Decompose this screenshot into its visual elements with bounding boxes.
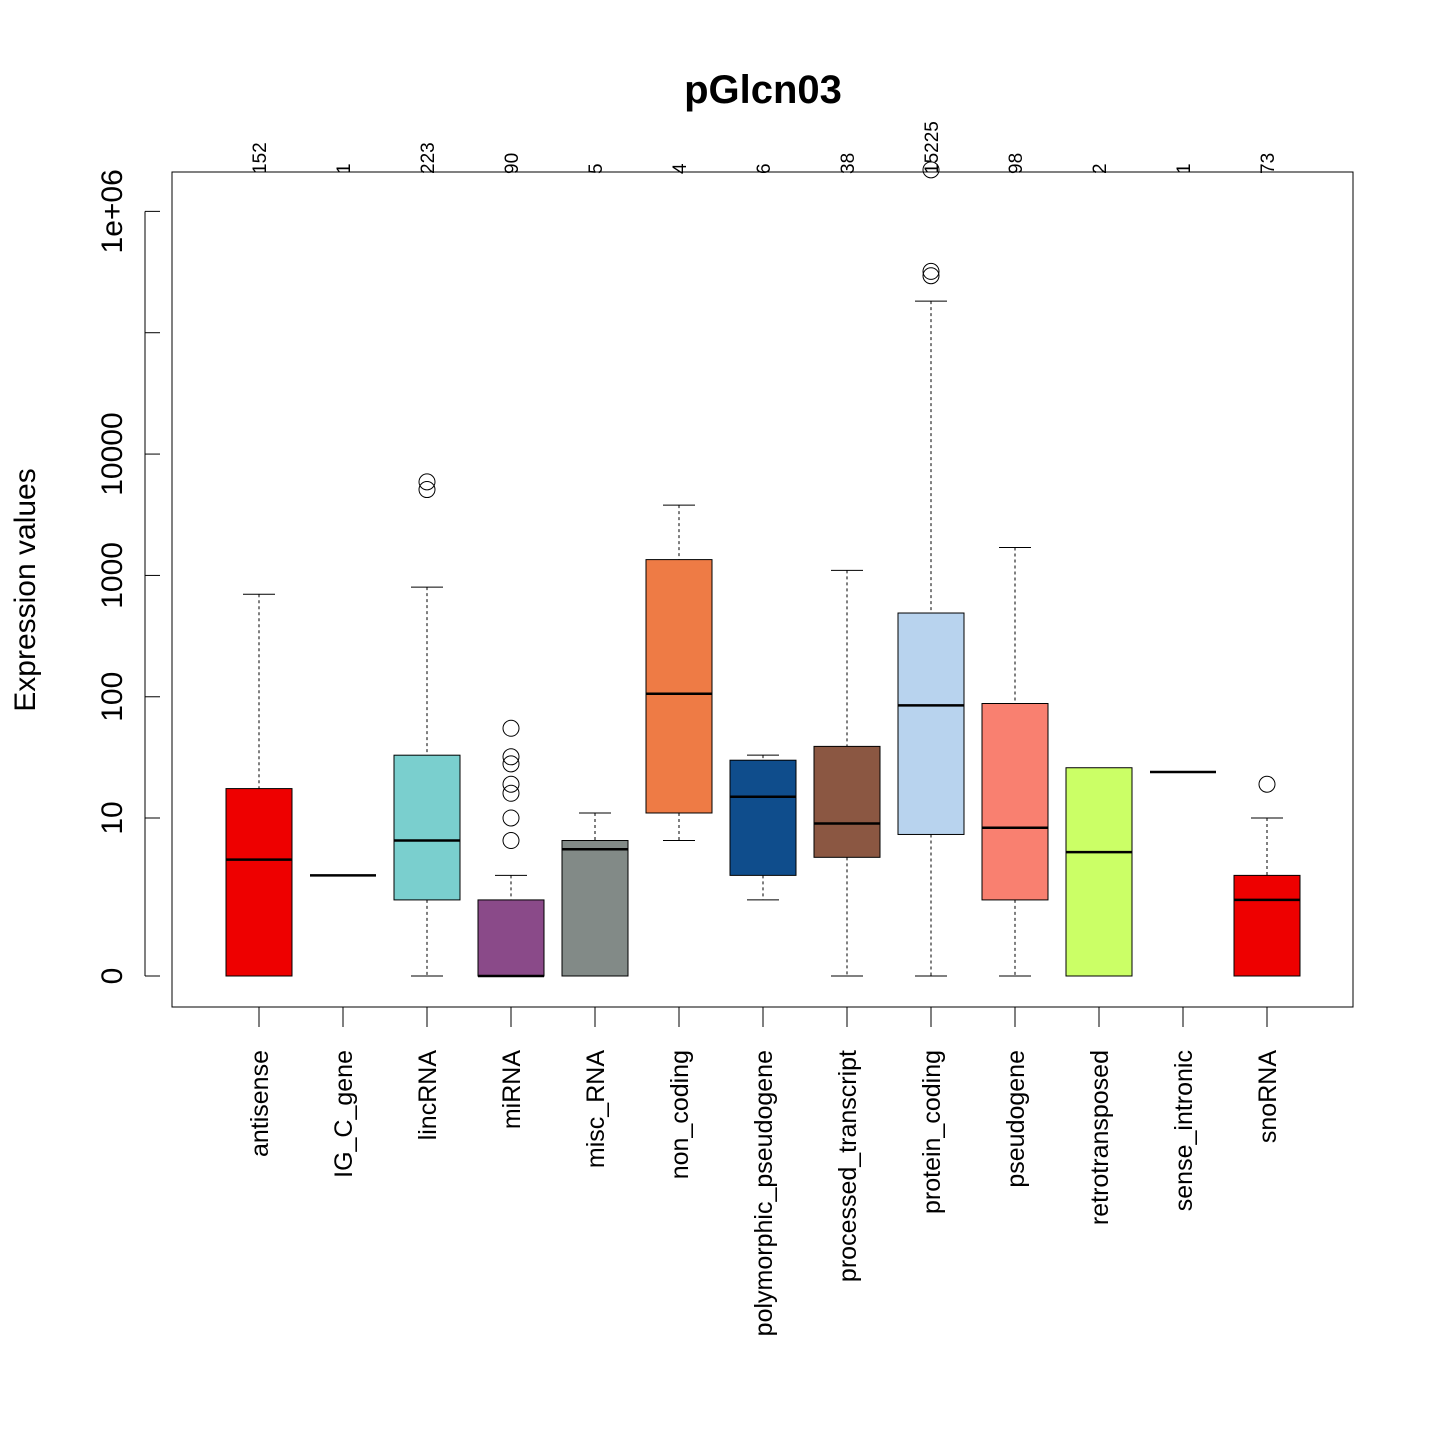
- outlier-point: [502, 755, 520, 773]
- count-label: 38: [838, 153, 859, 174]
- box-iqr: [897, 612, 965, 835]
- outlier-point: [418, 481, 436, 499]
- count-label: 152: [250, 142, 271, 174]
- x-tick-label: snoRNA: [1254, 1050, 1282, 1143]
- box-iqr: [225, 788, 293, 977]
- y-axis-label: Expression values: [9, 468, 42, 711]
- x-tick-label: miRNA: [498, 1050, 526, 1129]
- box-iqr: [1065, 767, 1133, 977]
- box-polymorphic_pseudogene: [729, 754, 797, 901]
- count-label: 223: [418, 142, 439, 174]
- box-iqr: [729, 759, 797, 876]
- box-miRNA: [477, 719, 545, 978]
- box-retrotransposed: [1065, 767, 1133, 977]
- outlier-point: [502, 748, 520, 766]
- x-tick-label: processed_transcript: [834, 1050, 862, 1282]
- y-tick-label: 1e+06: [96, 169, 129, 253]
- count-label: 1: [334, 163, 355, 174]
- count-label: 2: [1090, 163, 1111, 174]
- count-label: 73: [1258, 153, 1279, 174]
- outlier-point: [502, 784, 520, 802]
- x-axis: antisense IG_C_gene lincRNA miRNA misc_RNA no…: [246, 1006, 1282, 1336]
- outlier-point: [1258, 775, 1276, 793]
- x-tick-label: misc_RNA: [582, 1050, 610, 1168]
- chart-title: pGlcn03: [684, 68, 842, 112]
- box-lincRNA: [393, 473, 461, 977]
- outlier-point: [502, 832, 520, 850]
- x-tick-label: protein_coding: [918, 1050, 946, 1214]
- outlier-point: [922, 161, 940, 179]
- outlier-point: [922, 262, 940, 280]
- box-iqr: [645, 559, 713, 814]
- x-tick-label: IG_C_gene: [330, 1050, 358, 1178]
- count-label: 4: [670, 163, 691, 174]
- x-tick-label: antisense: [246, 1050, 274, 1157]
- y-tick-label: 0: [96, 968, 129, 985]
- count-label: 90: [502, 153, 523, 174]
- box-processed_transcript: [813, 569, 881, 977]
- box-pseudogene: [981, 546, 1049, 977]
- outlier-point: [502, 775, 520, 793]
- y-tick-label: 10000: [96, 412, 129, 495]
- box-antisense: [225, 593, 293, 977]
- box-snoRNA: [1233, 775, 1301, 977]
- count-label: 1: [1174, 163, 1195, 174]
- x-tick-label: lincRNA: [414, 1050, 442, 1141]
- count-labels: 152 1 223 90 5 4 6 38 15225 98 2 1 73: [250, 121, 1279, 174]
- box-iqr: [561, 840, 629, 977]
- y-axis: 0 10 100 1000 10000 1e+06: [96, 169, 160, 984]
- box-iqr: [981, 703, 1049, 901]
- x-tick-label: sense_intronic: [1170, 1050, 1198, 1211]
- boxes-group: [225, 161, 1301, 978]
- x-tick-label: non_coding: [666, 1050, 694, 1179]
- count-label: 98: [1006, 153, 1027, 174]
- count-label: 15225: [922, 121, 943, 174]
- y-tick-label: 10: [96, 801, 129, 834]
- count-label: 5: [586, 163, 607, 174]
- outlier-point: [418, 473, 436, 491]
- x-tick-label: retrotransposed: [1086, 1050, 1114, 1225]
- box-iqr: [813, 745, 881, 858]
- box-misc_RNA: [561, 812, 629, 977]
- box-iqr: [393, 754, 461, 901]
- box-iqr: [1233, 874, 1301, 977]
- box-protein_coding: [897, 161, 965, 977]
- box-iqr: [477, 899, 545, 977]
- y-tick-label: 100: [96, 672, 129, 722]
- x-tick-label: polymorphic_pseudogene: [750, 1050, 778, 1336]
- y-tick-label: 1000: [96, 542, 129, 609]
- count-label: 6: [754, 163, 775, 174]
- outlier-point: [922, 267, 940, 285]
- x-tick-label: pseudogene: [1002, 1050, 1030, 1188]
- outlier-point: [502, 809, 520, 827]
- box-non_coding: [645, 504, 713, 842]
- outlier-point: [502, 719, 520, 737]
